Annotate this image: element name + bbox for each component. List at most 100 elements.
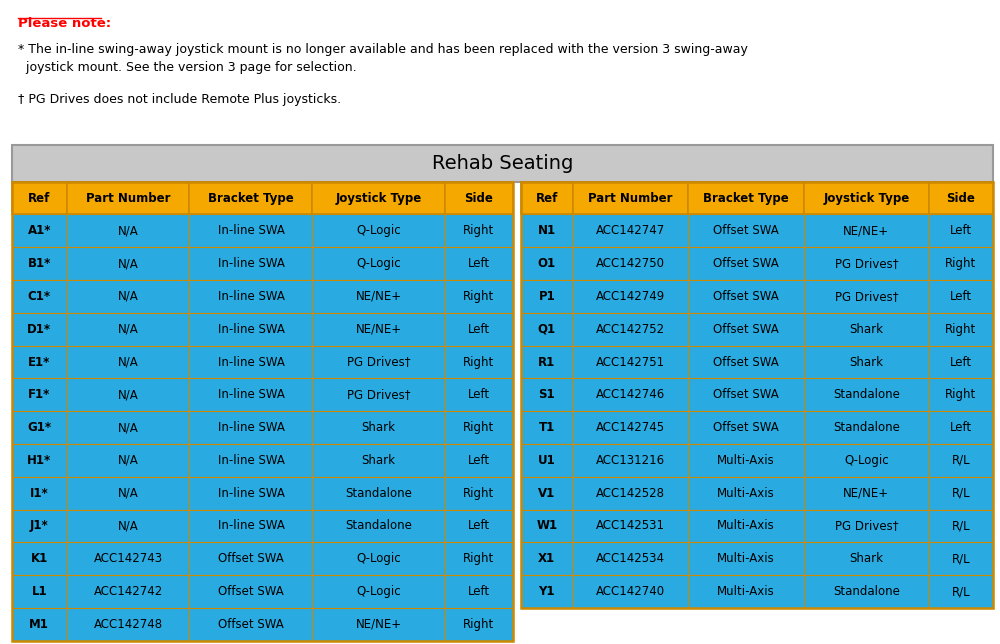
- Text: Offset SWA: Offset SWA: [713, 388, 779, 401]
- FancyBboxPatch shape: [12, 214, 67, 247]
- Text: Right: Right: [463, 355, 495, 368]
- Text: Standalone: Standalone: [833, 585, 900, 598]
- FancyBboxPatch shape: [688, 575, 804, 608]
- Text: ACC131216: ACC131216: [596, 454, 665, 467]
- Text: R/L: R/L: [952, 454, 970, 467]
- Text: K1: K1: [31, 553, 48, 565]
- Text: Y1: Y1: [539, 585, 555, 598]
- Text: Offset SWA: Offset SWA: [218, 618, 284, 631]
- FancyBboxPatch shape: [12, 346, 67, 379]
- Text: ACC142534: ACC142534: [596, 553, 665, 565]
- Text: In-line SWA: In-line SWA: [218, 421, 284, 434]
- FancyBboxPatch shape: [312, 477, 445, 509]
- FancyBboxPatch shape: [12, 247, 67, 280]
- Text: Right: Right: [463, 290, 495, 303]
- FancyBboxPatch shape: [189, 280, 312, 313]
- FancyBboxPatch shape: [12, 412, 67, 444]
- Text: ACC142740: ACC142740: [596, 585, 665, 598]
- FancyBboxPatch shape: [804, 313, 929, 346]
- Text: E1*: E1*: [28, 355, 50, 368]
- FancyBboxPatch shape: [12, 608, 67, 641]
- FancyBboxPatch shape: [12, 182, 67, 214]
- Text: Bracket Type: Bracket Type: [208, 192, 294, 205]
- FancyBboxPatch shape: [929, 247, 993, 280]
- Text: B1*: B1*: [28, 257, 51, 270]
- Text: N/A: N/A: [118, 520, 138, 533]
- Text: NE/NE+: NE/NE+: [843, 487, 889, 500]
- Text: R/L: R/L: [952, 487, 970, 500]
- Text: Q1: Q1: [538, 323, 556, 336]
- FancyBboxPatch shape: [189, 412, 312, 444]
- FancyBboxPatch shape: [67, 182, 189, 214]
- Text: Side: Side: [465, 192, 493, 205]
- FancyBboxPatch shape: [573, 182, 688, 214]
- FancyBboxPatch shape: [929, 575, 993, 608]
- Text: ACC142747: ACC142747: [596, 224, 665, 238]
- FancyBboxPatch shape: [445, 379, 513, 412]
- Text: ACC142743: ACC142743: [93, 553, 163, 565]
- FancyBboxPatch shape: [312, 280, 445, 313]
- FancyBboxPatch shape: [804, 214, 929, 247]
- Text: * The in-line swing-away joystick mount is no longer available and has been repl: * The in-line swing-away joystick mount …: [18, 43, 748, 74]
- FancyBboxPatch shape: [929, 477, 993, 509]
- FancyBboxPatch shape: [573, 509, 688, 542]
- Text: Q-Logic: Q-Logic: [844, 454, 889, 467]
- Text: ACC142745: ACC142745: [596, 421, 665, 434]
- Text: Offset SWA: Offset SWA: [713, 355, 779, 368]
- FancyBboxPatch shape: [445, 477, 513, 509]
- Text: Ref: Ref: [28, 192, 50, 205]
- Text: In-line SWA: In-line SWA: [218, 290, 284, 303]
- FancyBboxPatch shape: [67, 346, 189, 379]
- FancyBboxPatch shape: [189, 477, 312, 509]
- FancyBboxPatch shape: [521, 346, 573, 379]
- Text: Right: Right: [463, 618, 495, 631]
- FancyBboxPatch shape: [445, 575, 513, 608]
- FancyBboxPatch shape: [929, 379, 993, 412]
- Text: Side: Side: [946, 192, 975, 205]
- Text: Right: Right: [463, 487, 495, 500]
- Text: Right: Right: [463, 421, 495, 434]
- FancyBboxPatch shape: [929, 542, 993, 575]
- Text: Q-Logic: Q-Logic: [356, 257, 401, 270]
- FancyBboxPatch shape: [12, 313, 67, 346]
- FancyBboxPatch shape: [521, 542, 573, 575]
- Text: Multi-Axis: Multi-Axis: [717, 487, 775, 500]
- FancyBboxPatch shape: [445, 542, 513, 575]
- FancyBboxPatch shape: [929, 280, 993, 313]
- FancyBboxPatch shape: [67, 379, 189, 412]
- Text: J1*: J1*: [30, 520, 49, 533]
- FancyBboxPatch shape: [312, 542, 445, 575]
- FancyBboxPatch shape: [521, 214, 573, 247]
- Text: F1*: F1*: [28, 388, 50, 401]
- Text: N/A: N/A: [118, 421, 138, 434]
- FancyBboxPatch shape: [521, 379, 573, 412]
- Text: R1: R1: [538, 355, 555, 368]
- FancyBboxPatch shape: [521, 477, 573, 509]
- FancyBboxPatch shape: [67, 444, 189, 477]
- FancyBboxPatch shape: [521, 509, 573, 542]
- Text: In-line SWA: In-line SWA: [218, 520, 284, 533]
- Text: R/L: R/L: [952, 585, 970, 598]
- FancyBboxPatch shape: [929, 509, 993, 542]
- FancyBboxPatch shape: [573, 412, 688, 444]
- Text: ACC142742: ACC142742: [93, 585, 163, 598]
- FancyBboxPatch shape: [67, 412, 189, 444]
- Text: Please note:: Please note:: [18, 17, 111, 30]
- FancyBboxPatch shape: [312, 313, 445, 346]
- Text: Standalone: Standalone: [833, 421, 900, 434]
- Text: ACC142752: ACC142752: [596, 323, 665, 336]
- FancyBboxPatch shape: [12, 280, 67, 313]
- Text: Multi-Axis: Multi-Axis: [717, 520, 775, 533]
- Text: Offset SWA: Offset SWA: [218, 553, 284, 565]
- FancyBboxPatch shape: [521, 313, 573, 346]
- FancyBboxPatch shape: [445, 182, 513, 214]
- FancyBboxPatch shape: [445, 247, 513, 280]
- FancyBboxPatch shape: [189, 182, 312, 214]
- FancyBboxPatch shape: [67, 280, 189, 313]
- Text: L1: L1: [31, 585, 47, 598]
- FancyBboxPatch shape: [688, 247, 804, 280]
- FancyBboxPatch shape: [67, 608, 189, 641]
- FancyBboxPatch shape: [12, 145, 993, 182]
- Text: Left: Left: [468, 388, 490, 401]
- Text: In-line SWA: In-line SWA: [218, 355, 284, 368]
